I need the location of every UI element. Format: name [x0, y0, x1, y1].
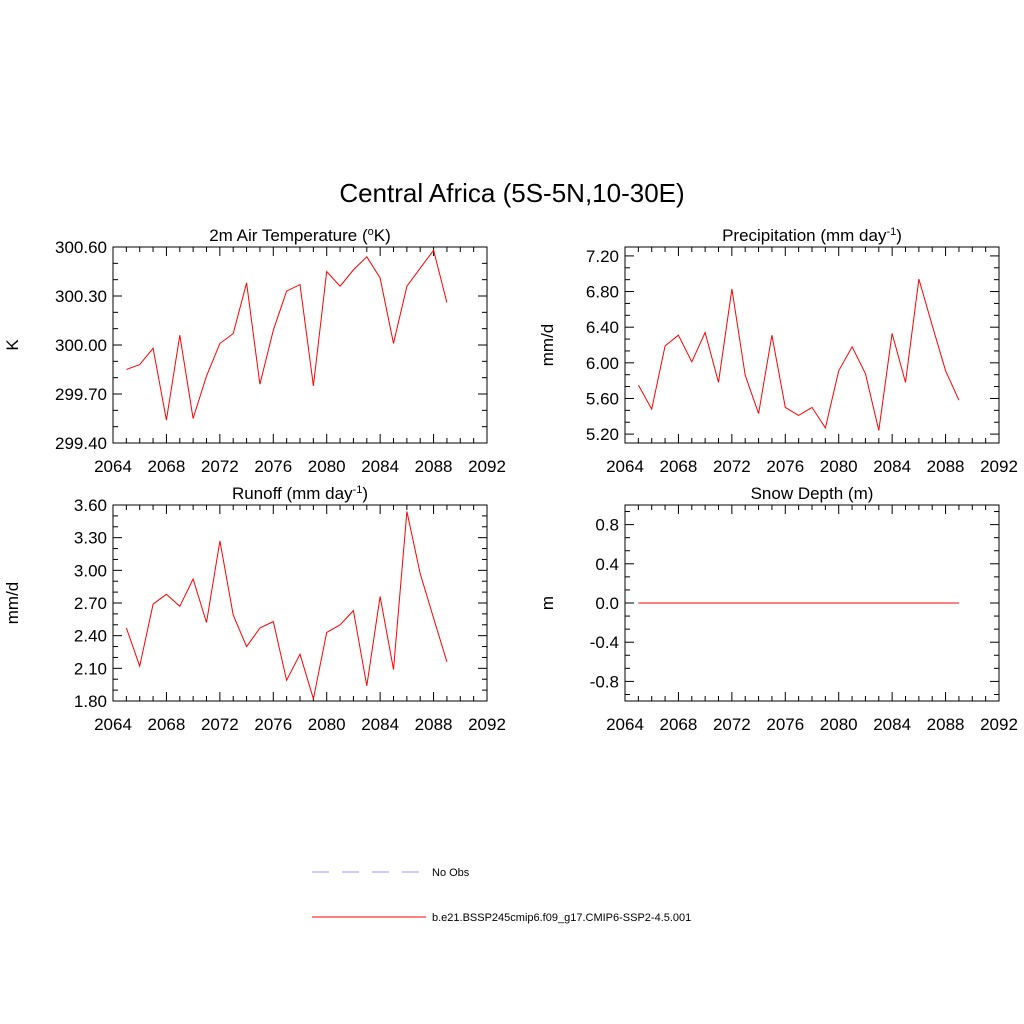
- x-tick-label: 2076: [254, 715, 292, 734]
- x-tick-label: 2076: [766, 715, 804, 734]
- y-tick-label: 6.80: [586, 283, 619, 302]
- y-tick-label: 0.0: [595, 594, 619, 613]
- x-tick-label: 2064: [94, 457, 132, 476]
- tick-marks: [624, 505, 1000, 701]
- x-tick-label: 2088: [927, 715, 965, 734]
- y-tick-label: 300.00: [55, 336, 107, 355]
- y-tick-label: 2.70: [74, 594, 107, 613]
- x-tick-label: 2064: [606, 715, 644, 734]
- panel-title: Precipitation (mm day-1): [722, 226, 902, 245]
- y-tick-label: 299.70: [55, 385, 107, 404]
- x-tick-label: 2080: [308, 457, 346, 476]
- x-tick-label: 2084: [873, 715, 911, 734]
- panel-1: 2m Air Temperature (oK) 2064 2068 2072 2076 2…: [3, 226, 506, 476]
- panel-4: Snow Depth (m) 2064 2068 2072 2076 2080 2084 20…: [538, 484, 1018, 734]
- tick-marks: [112, 246, 488, 444]
- y-axis-label: m: [538, 596, 557, 610]
- x-tick-label: 2068: [660, 715, 698, 734]
- y-tick-label: 1.80: [74, 692, 107, 711]
- x-tick-label: 2092: [468, 715, 506, 734]
- panel-title: Runoff (mm day-1): [232, 484, 368, 503]
- y-tick-label: 5.60: [586, 389, 619, 408]
- y-tick-label: 300.60: [55, 238, 107, 257]
- panel-3: Runoff (mm day-1) 2064 2068 2072 2076 2080 208…: [3, 484, 506, 734]
- x-tick-label: 2064: [94, 715, 132, 734]
- panel-title: 2m Air Temperature (oK): [209, 226, 391, 245]
- x-tick-label: 2088: [415, 457, 453, 476]
- plot-frame: [112, 246, 488, 444]
- tick-marks: [624, 247, 1000, 443]
- x-tick-label: 2068: [660, 457, 698, 476]
- y-axis-label: mm/d: [3, 582, 22, 625]
- x-tick-label: 2084: [873, 457, 911, 476]
- y-tick-label: 5.20: [586, 425, 619, 444]
- y-tick-label: -0.4: [590, 633, 619, 652]
- y-axis-label: K: [3, 339, 22, 351]
- x-tick-label: 2088: [415, 715, 453, 734]
- y-tick-label: 0.4: [595, 555, 619, 574]
- x-tick-label: 2072: [201, 715, 239, 734]
- legend-item: b.e21.BSSP245cmip6.f09_g17.CMIP6-SSP2-4.…: [312, 912, 691, 924]
- plot-frame: [624, 246, 1000, 444]
- tick-marks: [112, 504, 488, 702]
- x-tick-label: 2076: [766, 457, 804, 476]
- legend-item: No Obs: [312, 867, 470, 879]
- y-tick-label: 3.60: [74, 496, 107, 515]
- legend-label: No Obs: [432, 867, 470, 879]
- legend-label: b.e21.BSSP245cmip6.f09_g17.CMIP6-SSP2-4.…: [432, 912, 691, 924]
- x-tick-label: 2072: [713, 457, 751, 476]
- x-tick-label: 2076: [254, 457, 292, 476]
- series-line: [125, 511, 448, 699]
- x-tick-label: 2092: [980, 457, 1018, 476]
- x-tick-label: 2092: [980, 715, 1018, 734]
- x-tick-label: 2080: [308, 715, 346, 734]
- y-tick-label: 2.10: [74, 659, 107, 678]
- x-tick-label: 2072: [713, 715, 751, 734]
- x-tick-label: 2084: [361, 715, 399, 734]
- y-tick-label: 2.40: [74, 627, 107, 646]
- series-line: [126, 249, 448, 421]
- panel-2: Precipitation (mm day-1) 2064 2068 2072 2076…: [538, 226, 1018, 476]
- y-tick-label: 299.40: [55, 434, 107, 453]
- x-tick-label: 2072: [201, 457, 239, 476]
- y-tick-label: -0.8: [590, 672, 619, 691]
- series-line: [637, 278, 960, 431]
- x-tick-label: 2084: [361, 457, 399, 476]
- x-tick-label: 2064: [606, 457, 644, 476]
- y-tick-label: 6.00: [586, 354, 619, 373]
- x-tick-label: 2080: [820, 715, 858, 734]
- y-tick-label: 7.20: [586, 247, 619, 266]
- y-tick-label: 3.30: [74, 529, 107, 548]
- y-tick-label: 6.40: [586, 318, 619, 337]
- figure-title: Central Africa (5S-5N,10-30E): [339, 178, 684, 208]
- plot-frame: [112, 504, 488, 702]
- x-tick-label: 2068: [148, 715, 186, 734]
- y-tick-label: 300.30: [55, 287, 107, 306]
- y-tick-label: 3.00: [74, 561, 107, 580]
- panel-title: Snow Depth (m): [751, 484, 874, 503]
- x-tick-label: 2068: [148, 457, 186, 476]
- panels: 2m Air Temperature (oK) 2064 2068 2072 2076 2…: [3, 226, 1018, 734]
- y-tick-label: 0.8: [595, 516, 619, 535]
- x-tick-label: 2088: [927, 457, 965, 476]
- x-tick-label: 2080: [820, 457, 858, 476]
- x-tick-label: 2092: [468, 457, 506, 476]
- legend: No Obs b.e21.BSSP245cmip6.f09_g17.CMIP6-S…: [312, 867, 691, 924]
- y-axis-label: mm/d: [538, 324, 557, 367]
